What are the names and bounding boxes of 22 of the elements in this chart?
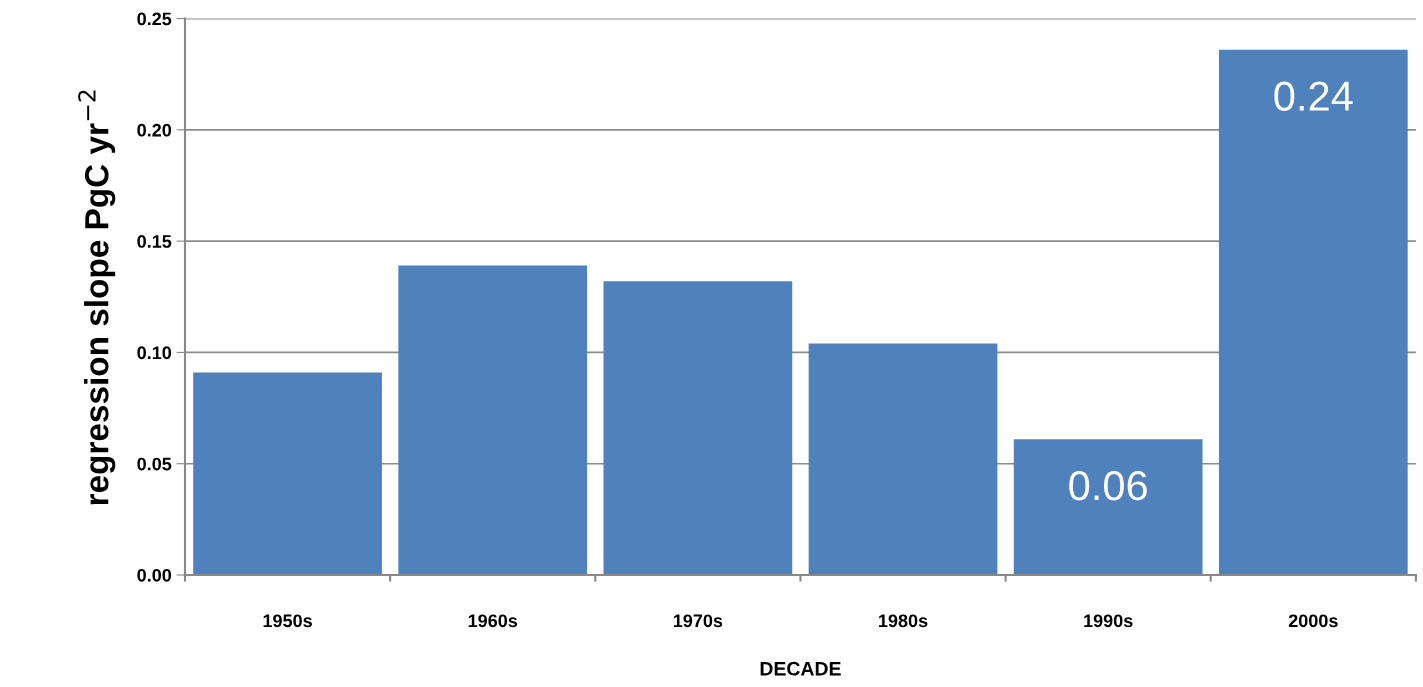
y-tick-label: 0.10 bbox=[137, 346, 172, 360]
y-tick-label: 0.20 bbox=[137, 123, 172, 137]
bar bbox=[603, 281, 793, 576]
x-tick-label: 1970s bbox=[673, 614, 723, 628]
data-label: 0.06 bbox=[1069, 470, 1147, 501]
bar bbox=[808, 343, 998, 576]
bar bbox=[1013, 439, 1203, 576]
y-tick-label: 0.15 bbox=[137, 235, 172, 248]
bar bbox=[1218, 49, 1408, 576]
x-axis-title: DECADE bbox=[760, 661, 841, 676]
data-label: 0.24 bbox=[1274, 81, 1353, 111]
bar bbox=[193, 372, 382, 576]
x-tick-label: 1980s bbox=[879, 614, 928, 628]
x-tick-label: 1960s bbox=[468, 614, 518, 628]
x-tick-label: 1990s bbox=[1084, 614, 1133, 628]
x-tick-label: 2000s bbox=[1288, 614, 1338, 628]
y-tick-label: 0.00 bbox=[137, 568, 172, 582]
y-tick-label: 0.25 bbox=[137, 12, 172, 26]
x-tick-label: 1950s bbox=[263, 614, 312, 628]
y-axis-title: regression slope PgC yr$^{−2}$ bbox=[78, 90, 116, 505]
y-tick-label: 0.05 bbox=[137, 457, 172, 471]
bar bbox=[398, 265, 588, 576]
